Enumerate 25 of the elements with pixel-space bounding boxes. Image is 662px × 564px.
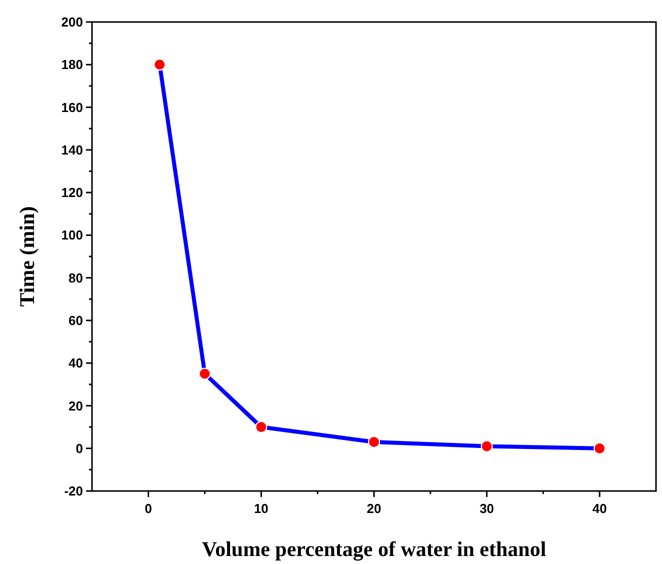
point [198, 368, 211, 380]
y-axis-title: Time (min) [15, 206, 39, 307]
x-axis-title: Volume percentage of water in ethanol [202, 537, 546, 561]
y-tick-label: 200 [61, 14, 83, 30]
y-tick-label: 60 [68, 313, 83, 328]
point [255, 421, 268, 434]
y-tick-label: 140 [61, 142, 83, 158]
y-tick-label: 20 [68, 398, 83, 414]
x-tick-label: 0 [144, 501, 152, 516]
y-tick-label: 180 [61, 57, 83, 72]
y-tick-label: 100 [61, 228, 83, 243]
point [154, 58, 166, 71]
x-tick-label: 30 [480, 501, 494, 516]
y-tick-label: 80 [68, 270, 83, 286]
y-tick-label: 40 [68, 356, 83, 371]
point [368, 436, 380, 448]
point [594, 442, 606, 454]
y-tick-label: 160 [61, 100, 83, 115]
point [480, 440, 493, 452]
y-tick-label: 0 [76, 440, 83, 456]
x-tick-label: 20 [366, 501, 382, 516]
y-tick-label: 120 [61, 185, 83, 200]
x-tick-label: 10 [254, 501, 268, 516]
y-tick-label: -20 [64, 484, 83, 499]
x-tick-label: 40 [592, 501, 607, 516]
